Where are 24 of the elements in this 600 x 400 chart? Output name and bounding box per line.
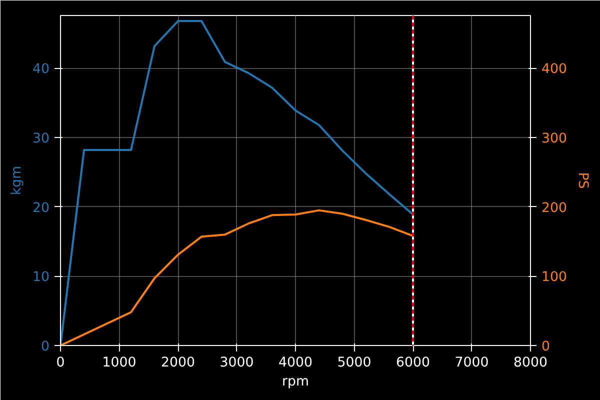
y-axis-title: kgm	[10, 166, 25, 196]
y2-tick-label: 0	[542, 340, 550, 354]
y-tick-label: 0	[41, 340, 50, 354]
x-tick-label: 1000	[102, 356, 136, 370]
y2-tick-label: 400	[542, 62, 567, 78]
x-tick-label: 6000	[396, 356, 430, 370]
x-tick-label: 8000	[514, 356, 548, 370]
x-tick-label: 3000	[220, 356, 254, 370]
line-series	[60, 209, 414, 346]
x-tick-label: 4000	[278, 356, 312, 370]
y2-tick-label: 300	[542, 132, 567, 147]
y2-tick-label: 100	[542, 270, 567, 286]
y-tick-label: 30	[32, 132, 50, 147]
y-tick-label: 40	[32, 62, 50, 78]
x-tick-label: 5000	[337, 356, 372, 370]
x-tick-label: 2000	[161, 356, 195, 370]
y2-axis-title: PS	[574, 172, 590, 189]
line-series	[60, 20, 414, 346]
y-tick-label: 20	[32, 200, 50, 216]
x-tick-label: 0	[56, 356, 65, 370]
x-axis-title: rpm	[282, 374, 309, 390]
y2-tick-label: 200	[542, 200, 567, 216]
y-tick-label: 10	[32, 270, 50, 286]
x-tick-label: 7000	[454, 356, 489, 370]
